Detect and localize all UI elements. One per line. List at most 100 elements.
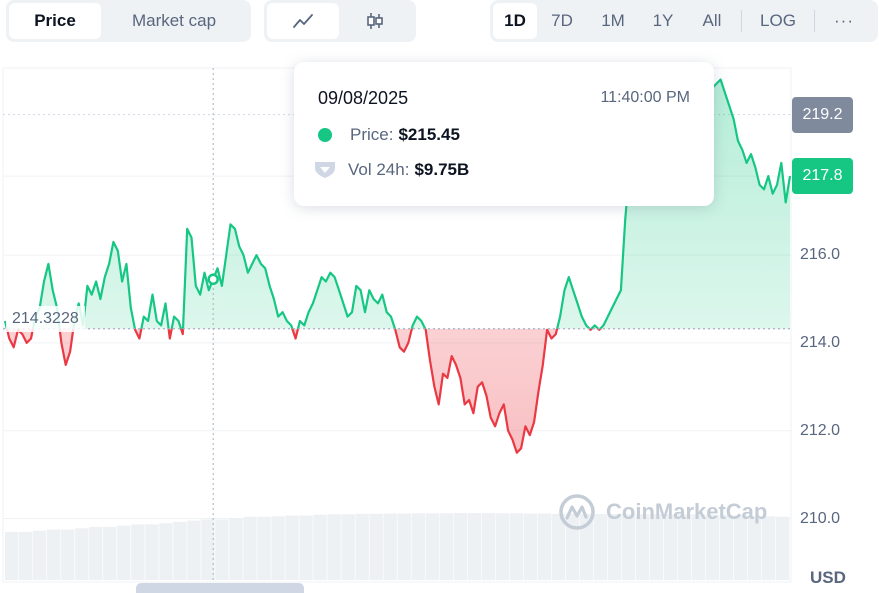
tooltip-volume-label: Vol 24h: [348, 160, 410, 179]
volume-bar [439, 513, 453, 580]
volume-bar [215, 519, 229, 580]
tooltip-date: 09/08/2025 [318, 88, 409, 108]
volume-bar [705, 514, 720, 580]
volume-bar [593, 514, 608, 580]
volume-bar [495, 513, 510, 580]
hover-tooltip: 09/08/2025 11:40:00 PM Price: $215.45 Vo… [294, 62, 714, 206]
chart-overlays [3, 68, 791, 582]
volume-bar [61, 529, 75, 580]
volume-bar [481, 513, 496, 580]
volume-bar [649, 514, 664, 580]
volume-bars [5, 513, 790, 580]
volume-bar [509, 513, 524, 580]
candlestick-chart-button[interactable] [339, 3, 411, 39]
range-7d[interactable]: 7D [551, 11, 573, 30]
price-area-down [6, 328, 601, 453]
volume-bar [523, 513, 538, 580]
reference-price-label: 214.3228 [6, 306, 85, 332]
tooltip-time: 11:40:00 PM [600, 89, 690, 106]
volume-bar [579, 513, 594, 580]
volume-bar [271, 516, 285, 580]
line-chart-button[interactable] [267, 3, 339, 39]
metric-toggle: Price Market cap [6, 0, 251, 42]
volume-bar [397, 513, 411, 580]
y-tick-label: 212.0 [800, 421, 841, 439]
volume-bar [537, 513, 552, 580]
volume-bar [383, 513, 397, 580]
price-line-down [5, 328, 602, 454]
market-cap-tab[interactable]: Market cap [131, 11, 217, 30]
volume-bar [607, 514, 622, 580]
more-options-button[interactable]: ··· [834, 11, 854, 30]
volume-bar [103, 526, 117, 580]
volume-bar [243, 516, 257, 580]
currency-label: USD [810, 568, 846, 587]
volume-bar [677, 514, 692, 580]
volume-bar [229, 518, 243, 580]
range-toggle: 1D 7D 1M 1Y All LOG ··· [490, 0, 878, 42]
volume-bar [719, 515, 734, 580]
y-tick-label: 214.0 [800, 333, 841, 351]
volume-bar [131, 524, 145, 580]
tooltip-price-label: Price: [350, 125, 394, 144]
tooltip-price-row: Price: $215.45 [318, 125, 460, 145]
volume-bar [551, 513, 566, 580]
tooltip-volume-row: Vol 24h: $9.75B [315, 160, 470, 180]
volume-bar [635, 514, 650, 580]
candlestick-icon [367, 13, 383, 29]
volume-bar [89, 526, 103, 580]
volume-bar [117, 525, 131, 580]
range-1y[interactable]: 1Y [652, 11, 674, 30]
y-tick-label: 216.0 [800, 246, 841, 264]
volume-bar [691, 514, 706, 580]
coinmarketcap-logo-icon [559, 494, 595, 530]
tooltip-price-value: $215.45 [398, 125, 460, 144]
current-price-tag: 217.8 [792, 158, 853, 195]
volume-bar [663, 514, 678, 580]
volume-bar [775, 516, 790, 580]
volume-bar [75, 528, 89, 580]
volume-bar [733, 515, 748, 580]
volume-bar [369, 513, 383, 580]
volume-bar [621, 514, 636, 580]
volume-bar [257, 516, 271, 580]
volume-bar [411, 513, 425, 580]
hover-point [207, 273, 219, 286]
volume-bar [5, 532, 19, 580]
volume-bar [299, 515, 313, 580]
volume-bar [467, 513, 482, 580]
coinmarketcap-watermark: CoinMarketCap [558, 493, 767, 531]
volume-bar [47, 529, 61, 580]
volume-bar [173, 521, 187, 580]
range-all[interactable]: All [702, 11, 722, 30]
price-tab[interactable]: Price [9, 3, 101, 39]
watermark-text: CoinMarketCap [606, 499, 768, 524]
volume-bar [33, 530, 47, 580]
toolbar-divider [814, 10, 815, 32]
chart-type-toggle [264, 0, 416, 42]
line-chart-icon [293, 14, 313, 28]
volume-bar [201, 519, 215, 580]
range-1m[interactable]: 1M [601, 11, 625, 30]
volume-bar [187, 520, 201, 580]
tooltip-volume-value: $9.75B [414, 160, 470, 179]
volume-bar [19, 532, 33, 580]
volume-bar [425, 513, 439, 580]
volume-bar [145, 524, 159, 580]
range-1d[interactable]: 1D [493, 3, 537, 39]
range-scroll-handle[interactable] [136, 583, 304, 593]
price-dot-icon [318, 128, 332, 142]
volume-bar [747, 515, 762, 580]
volume-shield-icon [315, 162, 335, 178]
high-price-tag: 219.2 [792, 96, 853, 133]
toolbar-divider [741, 10, 742, 32]
volume-bar [341, 514, 355, 580]
log-scale-button[interactable]: LOG [760, 11, 796, 30]
volume-bar [453, 513, 467, 580]
volume-bar [327, 514, 341, 580]
y-tick-label: 210.0 [800, 509, 841, 527]
volume-bar [565, 513, 580, 580]
volume-bar [355, 513, 369, 580]
volume-bar [159, 523, 173, 580]
volume-bar [761, 516, 776, 580]
